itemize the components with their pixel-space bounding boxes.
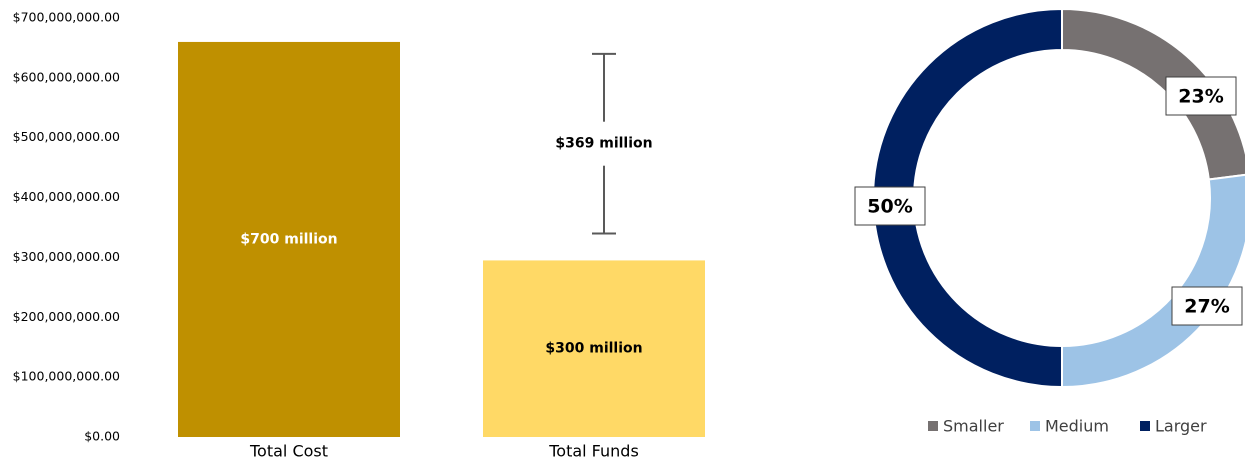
y-tick-label: $500,000,000.00 — [13, 129, 120, 144]
legend-label: Medium — [1045, 417, 1109, 436]
y-tick-label: $100,000,000.00 — [13, 369, 120, 384]
legend-label: Smaller — [943, 417, 1004, 436]
y-tick-label: $300,000,000.00 — [13, 249, 120, 264]
bar-label: $700 million — [240, 231, 337, 247]
data-label-box — [1165, 76, 1237, 116]
bar — [178, 41, 400, 437]
y-tick-label: $600,000,000.00 — [13, 69, 120, 84]
x-tick-label: Total Funds — [548, 442, 639, 461]
y-tick-label: $0.00 — [84, 429, 120, 444]
data-label: 50% — [867, 196, 912, 218]
y-tick-label: $700,000,000.00 — [13, 10, 120, 25]
data-label: 23% — [1178, 86, 1223, 108]
data-label-box — [854, 186, 926, 226]
y-tick-label: $200,000,000.00 — [13, 309, 120, 324]
bar — [483, 260, 705, 437]
donut-segment — [1061, 173, 1245, 389]
y-tick-label: $400,000,000.00 — [13, 189, 120, 204]
data-label-box — [1171, 286, 1243, 326]
gap-label: $369 million — [555, 136, 652, 152]
donut-segment — [1061, 7, 1245, 181]
legend-label: Larger — [1155, 417, 1207, 436]
legend-swatch — [1140, 421, 1150, 431]
legend-swatch — [1030, 421, 1040, 431]
data-label: 27% — [1184, 296, 1229, 318]
bar-label: $300 million — [545, 341, 642, 357]
legend-swatch — [928, 421, 938, 431]
donut-segment — [872, 7, 1063, 389]
x-tick-label: Total Cost — [249, 442, 328, 461]
